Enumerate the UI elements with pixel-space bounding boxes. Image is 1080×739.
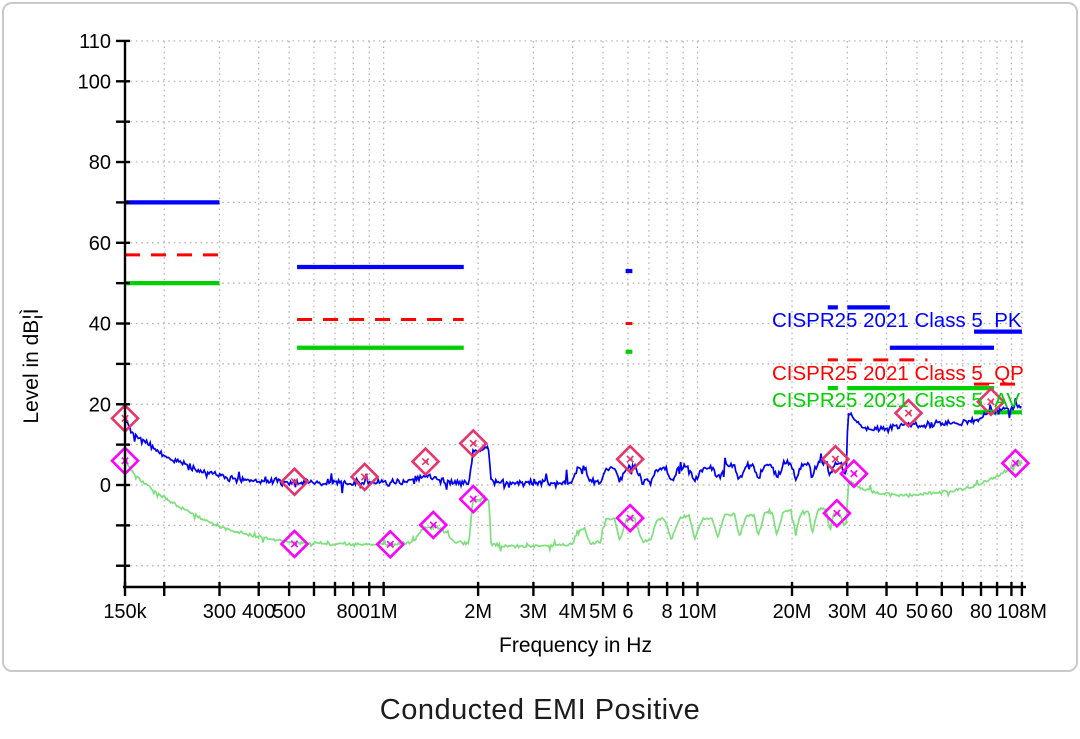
y-axis-label: Level in dB¦Ì bbox=[20, 308, 43, 423]
peak-marker-diamond bbox=[418, 510, 449, 540]
x-tick-label: 10M bbox=[678, 601, 717, 623]
x-tick-label: 40 bbox=[875, 601, 897, 623]
x-tick-label: 500 bbox=[272, 601, 305, 623]
x-tick-label: 8 bbox=[662, 601, 673, 623]
peak-marker-diamond bbox=[279, 529, 310, 559]
peak-marker-diamond bbox=[458, 484, 489, 514]
x-tick-label: 300 bbox=[203, 601, 236, 623]
peak-marker-diamond bbox=[822, 498, 852, 529]
y-tick-label: 110 bbox=[79, 31, 111, 53]
x-tick-label: 800 bbox=[337, 601, 370, 623]
axes bbox=[116, 39, 1026, 596]
peak-marker-diamond bbox=[615, 503, 645, 533]
x-tick-label: 2M bbox=[464, 601, 492, 623]
y-tick-label: 20 bbox=[89, 394, 111, 416]
peak-marker-diamond bbox=[410, 446, 441, 477]
x-tick-label: 20M bbox=[773, 601, 812, 623]
peak-marker-diamond bbox=[458, 428, 489, 459]
x-tick-label: 3M bbox=[519, 601, 547, 623]
chart-card bbox=[2, 2, 1078, 672]
emi-chart: CISPR25 2021 Class 5_PK CISPR25 2021 Clas… bbox=[20, 31, 1047, 657]
trace-peak bbox=[124, 398, 1023, 494]
x-tick-label: 6 bbox=[622, 601, 633, 623]
peak-marker-diamond bbox=[110, 403, 140, 434]
peak-marker-diamond bbox=[110, 445, 140, 476]
x-tick-label: 150k bbox=[103, 601, 147, 623]
markers-average bbox=[110, 445, 1031, 560]
x-tick-label: 4M bbox=[559, 601, 587, 623]
markers-peak bbox=[110, 386, 1006, 497]
x-tick-label: 80 bbox=[970, 601, 992, 623]
y-tick-label: 100 bbox=[78, 71, 111, 93]
trace-average bbox=[124, 457, 1023, 554]
legend-label-pk: CISPR25 2021 Class 5_PK bbox=[772, 309, 1022, 332]
peak-marker-diamond bbox=[349, 462, 380, 492]
limit-line-qp bbox=[125, 253, 1022, 386]
x-tick-label: 108M bbox=[997, 601, 1047, 623]
x-tick-label: 60 bbox=[931, 601, 953, 623]
y-tick-label: 60 bbox=[89, 233, 111, 255]
limit-line-pk bbox=[125, 200, 1022, 350]
grid bbox=[124, 40, 1026, 587]
legend-label-qp: CISPR25 2021 Class 5_QP bbox=[772, 362, 1024, 385]
x-tick-label: 50 bbox=[906, 601, 928, 623]
x-axis-label: Frequency in Hz bbox=[499, 634, 652, 657]
x-tick-label: 1M bbox=[370, 601, 398, 623]
peak-marker-diamond bbox=[375, 529, 406, 560]
peak-marker-diamond bbox=[615, 444, 645, 475]
chart-title: Conducted EMI Positive bbox=[379, 694, 701, 726]
peak-marker-diamond bbox=[279, 466, 310, 497]
x-tick-label: 400 bbox=[242, 601, 275, 623]
peak-marker-diamond bbox=[820, 444, 851, 475]
legend-label-av: CISPR25 2021 Class 5_AV bbox=[772, 389, 1020, 412]
peak-marker-diamond bbox=[893, 398, 924, 428]
peak-marker-diamond bbox=[976, 386, 1006, 417]
x-tick-label: 30M bbox=[828, 601, 867, 623]
y-tick-label: 0 bbox=[100, 475, 111, 497]
y-tick-label: 80 bbox=[89, 152, 111, 174]
y-tick-label: 40 bbox=[89, 314, 111, 336]
x-tick-label: 5M bbox=[589, 601, 617, 623]
peak-marker-diamond bbox=[839, 458, 869, 489]
peak-marker-diamond bbox=[1000, 448, 1031, 479]
